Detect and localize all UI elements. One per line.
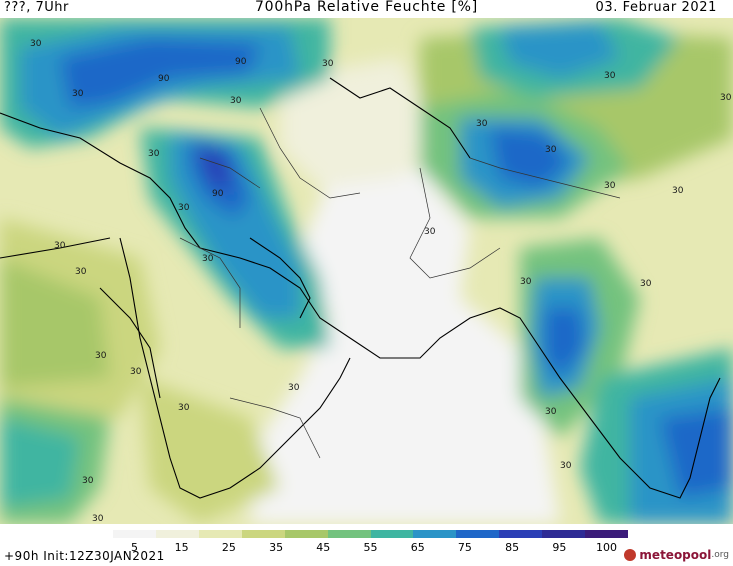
- map-title: 700hPa Relative Feuchte [%]: [254, 0, 479, 15]
- color-scale-cell: [113, 530, 156, 538]
- color-scale-tick-label: 15: [174, 541, 189, 554]
- contour-label: 30: [640, 279, 652, 289]
- color-scale-cell: [370, 530, 414, 538]
- contour-label: 30: [75, 267, 87, 277]
- color-scale-tick-label: 25: [221, 541, 236, 554]
- contour-label: 30: [92, 514, 104, 524]
- color-scale-cell: [327, 530, 371, 538]
- contour-label: 30: [520, 277, 532, 287]
- footer-bar: 5 15 25 35 45 55 65 75 85 95 100 +90h Init:12Z30JA…: [0, 524, 733, 566]
- logo-icon: [624, 549, 637, 561]
- color-scale-tick-label: 45: [316, 541, 331, 554]
- contour-label: 30: [202, 254, 214, 264]
- contour-label: 90: [235, 57, 247, 67]
- contour-label: 30: [72, 89, 84, 99]
- color-scale-cell: [499, 530, 543, 538]
- color-scale-tick-label: 65: [410, 541, 425, 554]
- contour-label: 30: [545, 145, 557, 155]
- contour-label: 30: [230, 96, 242, 106]
- contour-label: 30: [54, 241, 66, 251]
- contour-label: 90: [212, 189, 224, 199]
- contour-label: 30: [178, 203, 190, 213]
- forecast-time-label: ???, 7Uhr: [4, 0, 69, 15]
- country-borders: [179, 107, 621, 459]
- color-scale-tick-label: 35: [269, 541, 284, 554]
- color-scale-cell: [155, 530, 199, 538]
- color-scale-bar: [113, 530, 629, 538]
- humidity-field: [0, 18, 733, 524]
- contour-label: 30: [130, 367, 142, 377]
- contour-labels: 30 90 90 30 30 30 30 90 30 30 30 30 30 3…: [30, 39, 732, 524]
- contour-label: 30: [720, 93, 732, 103]
- color-scale-cell: [542, 530, 586, 538]
- meteopool-logo[interactable]: meteopool .org: [624, 548, 729, 562]
- contour-label: 30: [322, 59, 334, 69]
- header-bar: ???, 7Uhr 700hPa Relative Feuchte [%] 03…: [0, 0, 733, 18]
- color-scale-tick-label: 5: [130, 541, 138, 554]
- contour-label: 30: [604, 181, 616, 191]
- contour-label: 30: [95, 351, 107, 361]
- contour-label: 30: [476, 119, 488, 129]
- logo-suffix-text: .org: [711, 550, 729, 560]
- color-scale-cell: [198, 530, 242, 538]
- color-scale-tick-label: 85: [505, 541, 520, 554]
- color-scale-tick-label: 55: [363, 541, 378, 554]
- contour-label: 30: [424, 227, 436, 237]
- color-scale-cell: [456, 530, 500, 538]
- contour-label: 30: [82, 476, 94, 486]
- color-scale-tick-label: 100: [596, 541, 618, 554]
- color-scale-cell: [284, 530, 328, 538]
- contour-label: 30: [178, 403, 190, 413]
- logo-main-text: meteopool: [639, 548, 712, 562]
- contour-label: 30: [545, 407, 557, 417]
- contour-label: 30: [604, 71, 616, 81]
- color-scale-cell: [585, 530, 629, 538]
- coastlines: [0, 77, 721, 499]
- map-canvas: 30 90 90 30 30 30 30 90 30 30 30 30 30 3…: [0, 18, 733, 524]
- run-info: +90h Init:12Z30JAN2021: [4, 549, 165, 563]
- contour-label: 30: [672, 186, 684, 196]
- contour-label: 90: [158, 74, 170, 84]
- contour-label: 30: [560, 461, 572, 471]
- color-scale-cell: [241, 530, 285, 538]
- color-scale: [113, 530, 629, 538]
- color-scale-cell: [413, 530, 457, 538]
- forecast-date: 03. Februar 2021: [595, 0, 717, 15]
- contour-label: 30: [30, 39, 42, 49]
- contour-label: 30: [288, 383, 300, 393]
- humidity-map: 30 90 90 30 30 30 30 90 30 30 30 30 30 3…: [0, 18, 733, 524]
- color-scale-tick-label: 75: [457, 541, 472, 554]
- contour-label: 30: [148, 149, 160, 159]
- color-scale-tick-label: 95: [552, 541, 567, 554]
